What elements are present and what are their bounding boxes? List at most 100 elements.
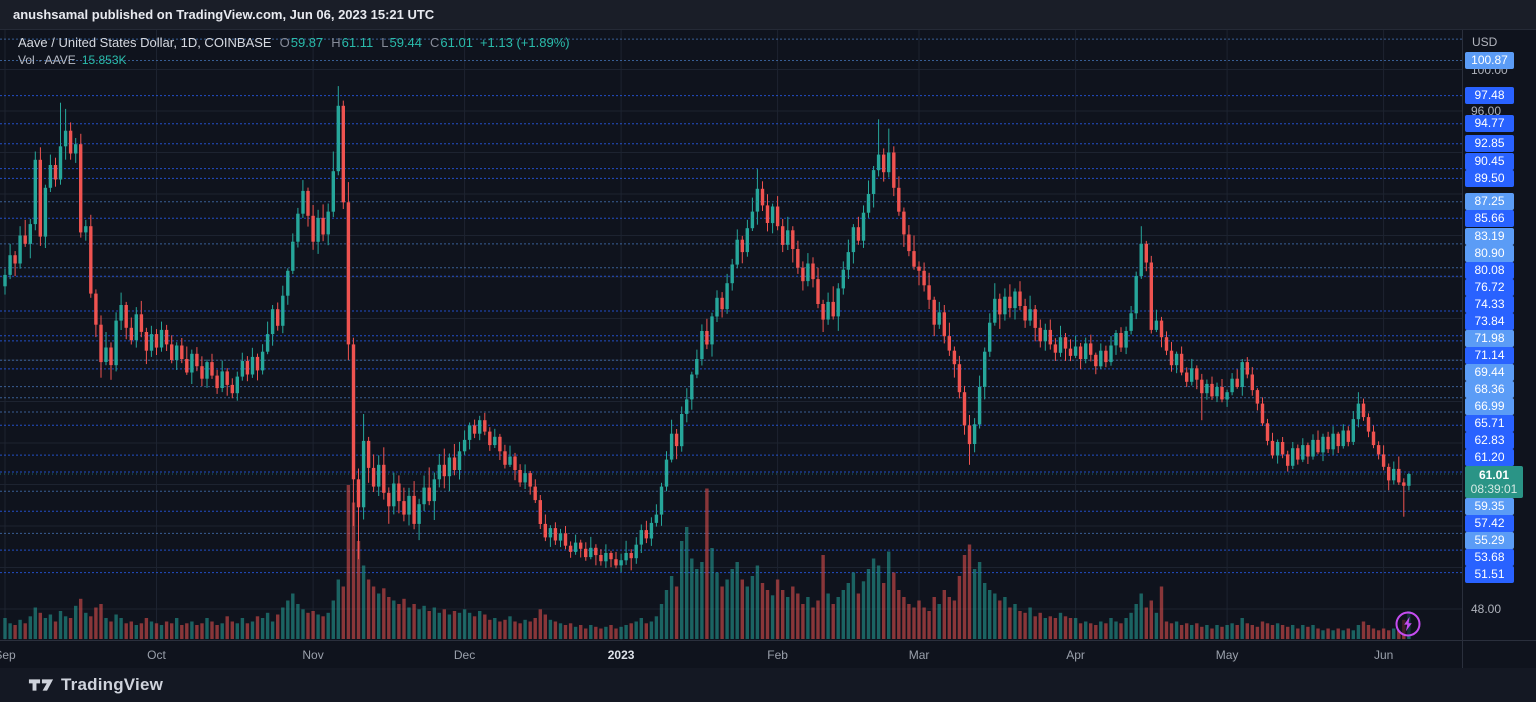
candle-body [1164,337,1169,351]
candle-body [1280,442,1285,455]
volume-bar [13,625,17,639]
candle-body [1195,368,1199,380]
volume-bar [523,619,527,640]
candle-body [614,559,618,566]
volume-bar [276,614,280,639]
volume-bar [1321,630,1325,640]
candle-body [1124,331,1128,348]
volume-bar [1230,623,1234,640]
candle-body [594,547,598,556]
candle-body [1331,433,1335,450]
candle-body [417,504,421,524]
volume-bar [998,600,1002,639]
time-axis[interactable]: Sep Oct Nov Dec 2023 Feb Mar Apr May Jun [0,640,1536,668]
candle-body [912,251,916,267]
candle-wick [625,540,627,565]
volume-bar [836,597,840,639]
volume-bar [432,607,436,639]
price-alert-badge: 100.87 [1465,51,1514,69]
volume-bar [144,618,149,639]
candle-body [634,544,638,559]
volume-bar [53,621,58,639]
volume-bar [488,619,492,640]
volume-bar [1301,625,1305,639]
time-axis-label: 2023 [607,648,635,662]
volume-bar [1255,626,1260,640]
volume-bar [897,590,901,639]
candle-body [119,305,123,321]
candle-body [1220,387,1224,400]
candle-body [462,439,467,452]
volume-bar [715,572,719,639]
volume-bar [356,541,361,639]
candlestick-chart[interactable] [0,30,1462,640]
candle-body [1144,243,1148,263]
volume-bar [705,488,709,639]
volume-bar [1220,626,1224,640]
volume-bar [1018,611,1022,639]
volume-bar [609,625,613,639]
volume-bar [553,621,558,639]
volume-bar [755,565,760,639]
candle-body [649,522,654,539]
volume-bar [917,600,921,639]
volume-bar [412,604,416,639]
candle-body [48,165,53,188]
price-alert-badge: 89.50 [1465,169,1514,187]
candle-body [331,171,335,212]
volume-bar [902,597,906,639]
volume-bar [720,586,724,639]
candle-body [225,371,229,385]
tradingview-wordmark[interactable]: TradingView [61,675,164,694]
tradingview-logo[interactable] [28,676,54,694]
volume-bar [922,607,926,639]
candle-body [801,267,805,282]
candle-wick [1403,478,1405,517]
candle-body [518,470,522,483]
price-alert-badge: 71.14 [1465,347,1514,365]
candle-body [664,459,669,487]
candle-body [543,523,547,538]
volume-bar [846,583,850,639]
volume-bar [1068,618,1073,639]
candle-wick [878,119,880,177]
time-axis-label: Apr [1066,648,1085,662]
time-axis-label: Sep [0,648,16,662]
volume-bar [291,593,295,639]
price-axis[interactable]: USD 100.00 96.00 48.00 100.87 97.48 94.77 92.8… [1462,30,1536,640]
volume-bar [811,607,815,639]
tradingview-logo-icon [28,679,54,691]
volume-bar [831,604,835,639]
candle-body [427,487,431,502]
volume-bar [1351,630,1355,640]
candle-body [730,264,734,284]
candle-body [8,255,12,275]
volume-bar [624,625,628,639]
candle-body [619,560,623,566]
candle-body [1013,291,1017,309]
boost-button[interactable] [1394,610,1422,638]
candle-body [124,305,128,328]
candle-body [523,473,527,483]
candle-body [816,279,820,304]
volume-bar [1169,623,1174,640]
volume-bar [478,611,482,639]
volume-bar [402,598,406,640]
candle-body [371,467,376,487]
candle-body [200,366,204,379]
volume-bar [745,586,749,639]
volume-bar [806,597,810,639]
volume-bar [1291,625,1295,639]
candle-body [1240,362,1244,387]
currency-label: USD [1472,35,1498,49]
candle-body [452,457,457,470]
candle-body [1023,306,1027,321]
volume-bar [1356,625,1361,639]
volume-bar [1185,623,1189,640]
candle-body [346,202,351,345]
volume-bar [967,544,972,639]
volume-bar [377,593,381,639]
candle-body [669,433,674,460]
candle-body [553,528,558,541]
candle-body [1179,353,1184,373]
